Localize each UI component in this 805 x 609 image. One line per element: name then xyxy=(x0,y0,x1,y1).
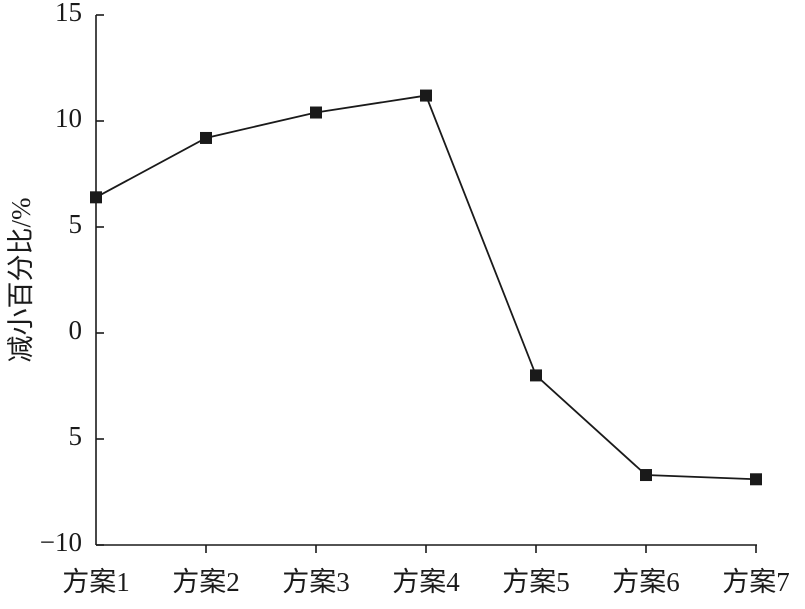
x-tick-label: 方案6 xyxy=(612,567,680,597)
data-point xyxy=(310,106,322,119)
data-point xyxy=(420,89,432,102)
data-point xyxy=(200,131,212,144)
x-tick-label: 方案2 xyxy=(172,567,240,597)
y-tick-label: 0 xyxy=(69,315,83,345)
x-tick-label: 方案3 xyxy=(282,567,350,597)
x-tick-label: 方案5 xyxy=(502,567,570,597)
data-point xyxy=(530,369,542,382)
data-line xyxy=(95,94,757,481)
y-tick-label: −10 xyxy=(40,527,82,557)
data-point xyxy=(750,473,762,486)
x-tick-label: 方案4 xyxy=(392,567,460,597)
y-tick-label: 10 xyxy=(55,103,82,133)
x-tick-label: 方案7 xyxy=(722,567,790,597)
y-tick-label: 5 xyxy=(69,209,83,239)
y-tick-label: 15 xyxy=(55,0,82,27)
x-tick-label: 方案1 xyxy=(62,567,130,597)
y-axis-label: 减小百分比/% xyxy=(6,198,36,363)
data-point xyxy=(90,191,102,204)
data-point xyxy=(640,469,652,482)
y-tick-label: 5 xyxy=(69,421,83,451)
